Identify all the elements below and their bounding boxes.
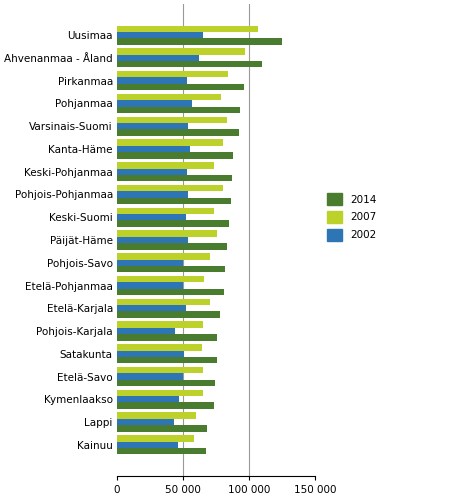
Bar: [117, 321, 203, 328]
Bar: [117, 243, 227, 250]
Bar: [117, 448, 206, 455]
Bar: [117, 48, 245, 55]
Bar: [117, 351, 185, 357]
Bar: [117, 117, 227, 123]
Bar: [117, 146, 190, 152]
Bar: [117, 334, 218, 341]
Bar: [117, 289, 224, 295]
Bar: [117, 71, 228, 77]
Bar: [117, 425, 207, 432]
Bar: [117, 25, 259, 32]
Bar: [117, 38, 282, 45]
Bar: [117, 266, 226, 272]
Bar: [117, 311, 220, 318]
Bar: [117, 442, 178, 448]
Bar: [117, 94, 221, 100]
Bar: [117, 129, 239, 136]
Bar: [117, 231, 218, 237]
Bar: [117, 373, 183, 380]
Bar: [117, 169, 187, 175]
Bar: [117, 305, 185, 311]
Bar: [117, 237, 188, 243]
Bar: [117, 221, 229, 227]
Bar: [117, 208, 213, 214]
Bar: [117, 185, 223, 191]
Bar: [117, 107, 240, 113]
Bar: [117, 380, 215, 386]
Bar: [117, 419, 174, 425]
Bar: [117, 403, 213, 409]
Bar: [117, 77, 187, 84]
Bar: [117, 123, 188, 129]
Bar: [117, 390, 203, 396]
Bar: [117, 139, 223, 146]
Bar: [117, 357, 218, 363]
Bar: [117, 344, 202, 351]
Bar: [117, 282, 183, 289]
Bar: [117, 299, 210, 305]
Bar: [117, 198, 231, 204]
Bar: [117, 162, 213, 169]
Bar: [117, 61, 262, 67]
Bar: [117, 100, 193, 107]
Bar: [117, 328, 175, 334]
Bar: [117, 214, 185, 221]
Bar: [117, 276, 204, 282]
Bar: [117, 84, 244, 90]
Bar: [117, 191, 188, 198]
Bar: [117, 259, 183, 266]
Bar: [117, 396, 179, 403]
Bar: [117, 175, 232, 181]
Bar: [117, 435, 194, 442]
Bar: [117, 253, 210, 259]
Bar: [117, 152, 233, 159]
Bar: [117, 55, 199, 61]
Bar: [117, 413, 196, 419]
Bar: [117, 367, 203, 373]
Legend: 2014, 2007, 2002: 2014, 2007, 2002: [322, 189, 381, 246]
Bar: [117, 32, 203, 38]
